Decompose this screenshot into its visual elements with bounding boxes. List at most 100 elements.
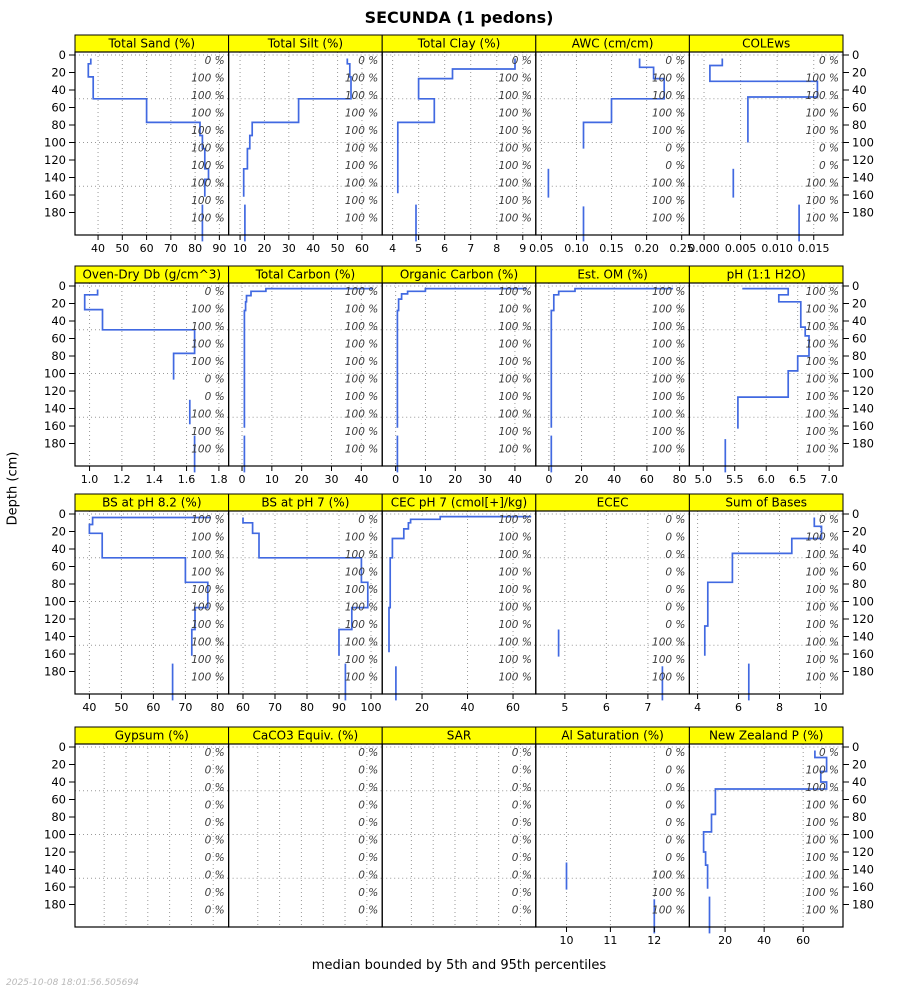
strip-title: Total Carbon (%)	[255, 268, 356, 282]
pct-contributing-label: 100 %	[191, 125, 224, 137]
x-tick-label: 1.8	[210, 473, 228, 486]
x-tick-label: 60	[796, 934, 810, 947]
pct-contributing-label: 0 %	[205, 782, 225, 794]
x-tick-label: 0.15	[599, 242, 624, 255]
depth-tick-label: 100	[44, 136, 66, 150]
pct-contributing-label: 100 %	[652, 636, 685, 648]
depth-tick-label: 160	[852, 880, 874, 894]
pct-contributing-label: 0 %	[819, 160, 839, 172]
pct-contributing-label: 100 %	[498, 531, 531, 543]
depth-tick-label: 80	[51, 118, 66, 132]
pct-contributing-label: 0 %	[358, 514, 378, 526]
depth-tick-label: 140	[852, 863, 874, 877]
pct-contributing-label: 100 %	[191, 356, 224, 368]
pct-contributing-label: 100 %	[806, 303, 839, 315]
pct-contributing-label: 100 %	[498, 212, 531, 224]
pct-contributing-label: 100 %	[498, 636, 531, 648]
pct-contributing-label: 100 %	[652, 338, 685, 350]
pct-contributing-label: 100 %	[652, 195, 685, 207]
pct-contributing-label: 100 %	[345, 212, 378, 224]
pct-contributing-label: 0 %	[665, 782, 685, 794]
pct-contributing-label: 100 %	[806, 671, 839, 683]
x-tick-label: 7	[644, 701, 651, 714]
strip-title: Organic Carbon (%)	[400, 268, 518, 282]
gridlines	[228, 744, 383, 927]
x-tick-label: 80	[188, 242, 202, 255]
pct-contributing-label: 0 %	[665, 834, 685, 846]
pct-contributing-label: 100 %	[191, 584, 224, 596]
pct-contributing-label: 100 %	[806, 408, 839, 420]
pct-contributing-label: 100 %	[345, 373, 378, 385]
x-tick-label: 0	[545, 473, 552, 486]
depth-tick-label: 40	[51, 83, 66, 97]
pct-contributing-label: 100 %	[345, 177, 378, 189]
pct-contributing-label: 100 %	[806, 549, 839, 561]
pct-contributing-label: 0 %	[819, 747, 839, 759]
pct-contributing-label: 0 %	[205, 852, 225, 864]
pct-contributing-label: 100 %	[652, 391, 685, 403]
strip-title: Est. OM (%)	[577, 268, 648, 282]
depth-tick-label: 60	[852, 560, 867, 574]
pct-contributing-label: 0 %	[358, 799, 378, 811]
pct-contributing-label: 100 %	[652, 177, 685, 189]
strip-title: Sum of Bases	[725, 496, 807, 510]
pct-contributing-label: 100 %	[191, 654, 224, 666]
panel-group-ph-h2o: pH (1:1 H2O)100 %100 %100 %100 %100 %100…	[688, 265, 874, 486]
depth-tick-label: 80	[51, 349, 66, 363]
x-tick-label: 40	[757, 934, 771, 947]
strip-title: New Zealand P (%)	[709, 729, 824, 743]
pct-contributing-label: 100 %	[498, 408, 531, 420]
gridlines	[382, 744, 536, 927]
pct-contributing-label: 100 %	[806, 636, 839, 648]
pct-contributing-label: 0 %	[665, 852, 685, 864]
pct-contributing-label: 100 %	[806, 619, 839, 631]
x-tick-label: 50	[331, 242, 345, 255]
x-tick-label: 70	[178, 701, 192, 714]
depth-tick-label: 60	[51, 101, 66, 115]
pct-contributing-label: 100 %	[652, 212, 685, 224]
depth-tick-label: 20	[51, 758, 66, 772]
x-tick-label: 6	[603, 701, 610, 714]
gridlines	[535, 511, 690, 694]
depth-tick-label: 40	[51, 775, 66, 789]
gridlines	[689, 52, 843, 235]
pct-contributing-label: 100 %	[498, 195, 531, 207]
gridlines	[382, 283, 536, 466]
pct-contributing-label: 100 %	[345, 566, 378, 578]
pct-contributing-label: 100 %	[498, 72, 531, 84]
x-tick-label: 80	[673, 473, 687, 486]
pct-contributing-label: 100 %	[191, 177, 224, 189]
strip-title: CaCO3 Equiv. (%)	[253, 729, 359, 743]
x-tick-label: 5	[415, 242, 422, 255]
x-tick-label: 6.0	[757, 473, 775, 486]
pct-contributing-label: 100 %	[806, 584, 839, 596]
pct-contributing-label: 100 %	[652, 443, 685, 455]
panel-group-oven-dry-db: Oven-Dry Db (g/cm^3) 0 % 100 % 100 % 100 % 10…	[44, 265, 230, 486]
median-line-total-silt	[242, 58, 352, 197]
pct-contributing-label: 0 %	[512, 55, 532, 67]
strip-title: CEC pH 7 (cmol[+]/kg)	[391, 496, 527, 510]
pct-contributing-label: 100 %	[345, 636, 378, 648]
x-tick-label: 10	[265, 473, 279, 486]
median-line-awc	[582, 58, 666, 149]
pct-contributing-label: 100 %	[806, 338, 839, 350]
depth-tick-label: 0	[852, 279, 859, 293]
pct-contributing-label: 100 %	[498, 373, 531, 385]
depth-tick-label: 100	[852, 136, 874, 150]
page-title: SECUNDA (1 pedons)	[364, 8, 554, 27]
pct-contributing-label: 100 %	[345, 286, 378, 298]
depth-tick-label: 140	[44, 863, 66, 877]
pct-contributing-label: 100 %	[191, 321, 224, 333]
x-tick-label: 6	[441, 242, 448, 255]
pct-contributing-label: 100 %	[806, 177, 839, 189]
pct-contributing-label: 100 %	[191, 601, 224, 613]
pct-contributing-label: 100 %	[806, 764, 839, 776]
pct-contributing-label: 100 %	[191, 195, 224, 207]
pct-contributing-label: 100 %	[652, 373, 685, 385]
pct-contributing-label: 0 %	[665, 160, 685, 172]
pct-contributing-label: 0 %	[665, 747, 685, 759]
pct-contributing-label: 100 %	[806, 212, 839, 224]
depth-tick-label: 0	[59, 740, 66, 754]
depth-tick-label: 100	[44, 367, 66, 381]
